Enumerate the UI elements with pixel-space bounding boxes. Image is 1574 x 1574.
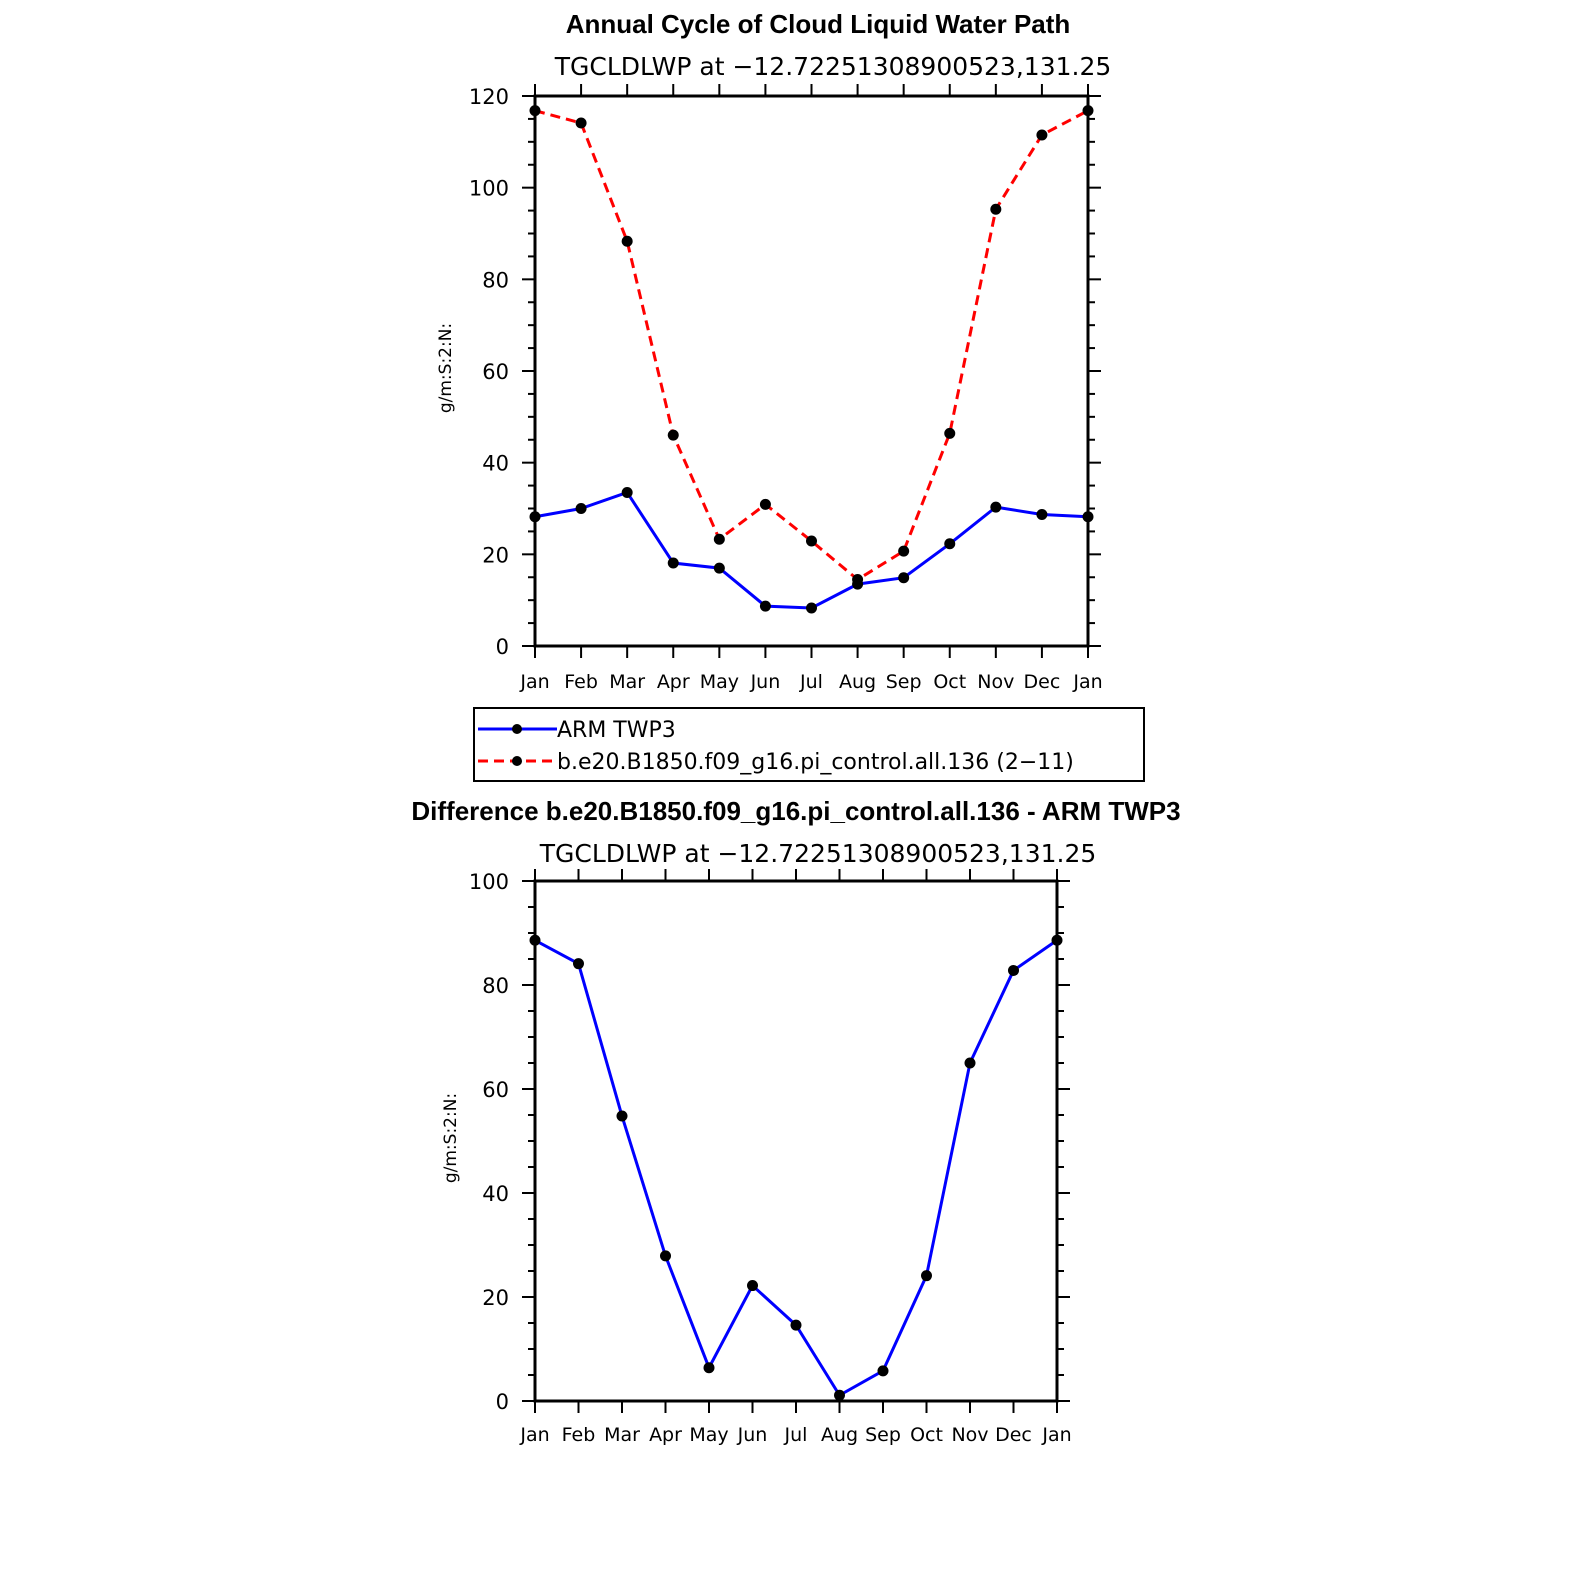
x-tick-label: Feb <box>564 671 598 693</box>
y-axis-label: g/m:S:2:N: <box>441 1093 461 1183</box>
y-axis-label: g/m:S:2:N: <box>436 323 456 413</box>
series-1-point <box>667 429 679 441</box>
x-tick-label: Jun <box>750 671 781 693</box>
x-tick-label: Apr <box>649 1424 682 1446</box>
y-tick-label: 120 <box>469 85 509 109</box>
x-tick-label: Jun <box>737 1424 768 1446</box>
series-0-point <box>964 1057 976 1069</box>
x-tick-label: Nov <box>977 671 1014 693</box>
series-0-point <box>1008 964 1019 976</box>
x-tick-label: Apr <box>657 671 690 693</box>
series-0-point <box>703 1362 715 1374</box>
series-line-0 <box>534 490 1089 610</box>
series-0-point <box>660 1250 671 1262</box>
x-tick-label: Mar <box>609 671 645 693</box>
x-tick-label: Jan <box>519 1424 549 1446</box>
x-tick-label: Oct <box>933 671 966 693</box>
series-0-point <box>1082 511 1094 523</box>
plot-area: 0 20 40 60 80 100 120 Jan Feb Mar Apr May Jun Jul Aug S… <box>469 84 1103 693</box>
x-tick-label: May <box>689 1424 728 1446</box>
x-tick-label: Jul <box>784 1424 808 1446</box>
legend-label-arm: ARM TWP3 <box>557 718 676 743</box>
x-tick-label: Sep <box>886 671 922 693</box>
legend: ARM TWP3 b.e20.B1850.f09_g16.pi_control.… <box>473 707 1145 782</box>
x-tick-label: May <box>700 671 739 693</box>
legend-marker-arm <box>512 724 522 734</box>
series-1-point <box>1082 105 1094 117</box>
series-1-point <box>1036 129 1048 141</box>
legend-box <box>473 707 1145 782</box>
x-tick-label: Jan <box>1041 1424 1071 1446</box>
series-0-point <box>667 557 679 569</box>
series-0-point <box>573 958 584 970</box>
x-tick-label: Mar <box>604 1424 640 1446</box>
x-tick-label: Sep <box>865 1424 901 1446</box>
y-tick-label: 60 <box>482 1078 509 1102</box>
series-1-point <box>990 203 1002 215</box>
x-tick-label: Aug <box>839 671 876 693</box>
legend-item-arm: ARM TWP3 <box>478 718 676 743</box>
y-tick-label: 40 <box>482 1182 509 1206</box>
y-tick-label: 80 <box>482 974 509 998</box>
series-0-point <box>1051 934 1063 946</box>
x-tick-label: Dec <box>995 1424 1032 1446</box>
plot-area: 0 20 40 60 80 100 Jan Feb Mar Apr May Jun Jul Aug Sep O… <box>469 869 1072 1446</box>
series-0-point <box>1036 508 1048 520</box>
difference-chart: Difference b.e20.B1850.f09_g16.pi_contro… <box>411 796 1180 1446</box>
y-tick-label: 80 <box>482 268 509 292</box>
series-0-point <box>575 503 587 514</box>
chart-subtitle: TGCLDLWP at −12.72251308900523,131.25 <box>539 839 1097 868</box>
series-0-point <box>759 600 771 612</box>
x-tick-label: Aug <box>821 1424 858 1446</box>
legend-item-model: b.e20.B1850.f09_g16.pi_control.all.136 (… <box>478 750 1074 775</box>
series-0-point <box>921 1270 932 1282</box>
chart-title: Annual Cycle of Cloud Liquid Water Path <box>566 9 1071 39</box>
y-tick-label: 60 <box>482 360 509 384</box>
series-0-point <box>790 1319 802 1331</box>
series-0-point <box>621 486 633 498</box>
series-1-point <box>944 427 956 439</box>
series-1-point <box>898 545 910 557</box>
y-tick-label: 40 <box>482 452 509 476</box>
chart-title: Difference b.e20.B1850.f09_g16.pi_contro… <box>411 796 1180 826</box>
series-0-point <box>747 1280 758 1292</box>
y-tick-label: 20 <box>482 1286 509 1310</box>
series-0-point <box>806 602 817 614</box>
y-tick-label: 100 <box>469 870 509 894</box>
plot-frame <box>533 94 1090 648</box>
chart-subtitle: TGCLDLWP at −12.72251308900523,131.25 <box>554 52 1112 81</box>
y-tick-label: 100 <box>469 177 509 201</box>
x-tick-label: Jan <box>1072 671 1102 693</box>
series-1-point <box>529 105 541 117</box>
x-tick-label: Dec <box>1024 671 1061 693</box>
series-0-point <box>898 572 910 584</box>
series-0-point <box>990 501 1002 513</box>
x-tick-label: Oct <box>910 1424 943 1446</box>
series-0-point <box>616 1110 628 1122</box>
series-0-point <box>529 511 541 523</box>
series-0-point <box>944 538 956 550</box>
series-0-point <box>529 934 541 946</box>
series-1-point <box>575 117 587 129</box>
series-1-point <box>852 574 864 586</box>
x-tick-label: Jul <box>799 671 823 693</box>
series-1-point <box>759 498 771 510</box>
x-tick-label: Feb <box>562 1424 596 1446</box>
y-tick-label: 0 <box>496 1390 509 1414</box>
series-1-point <box>621 235 633 247</box>
y-tick-label: 0 <box>496 635 509 659</box>
y-tick-label: 20 <box>482 543 509 567</box>
x-tick-label: Nov <box>951 1424 988 1446</box>
legend-marker-model <box>512 756 522 766</box>
annual-cycle-chart: Annual Cycle of Cloud Liquid Water Path … <box>436 9 1145 782</box>
series-0-point <box>713 562 725 574</box>
series-0-point <box>877 1365 889 1377</box>
series-1-point <box>806 535 817 547</box>
series-0-point <box>834 1389 845 1401</box>
legend-label-model: b.e20.B1850.f09_g16.pi_control.all.136 (… <box>557 750 1074 775</box>
x-tick-label: Jan <box>519 671 549 693</box>
series-1-point <box>713 533 725 545</box>
